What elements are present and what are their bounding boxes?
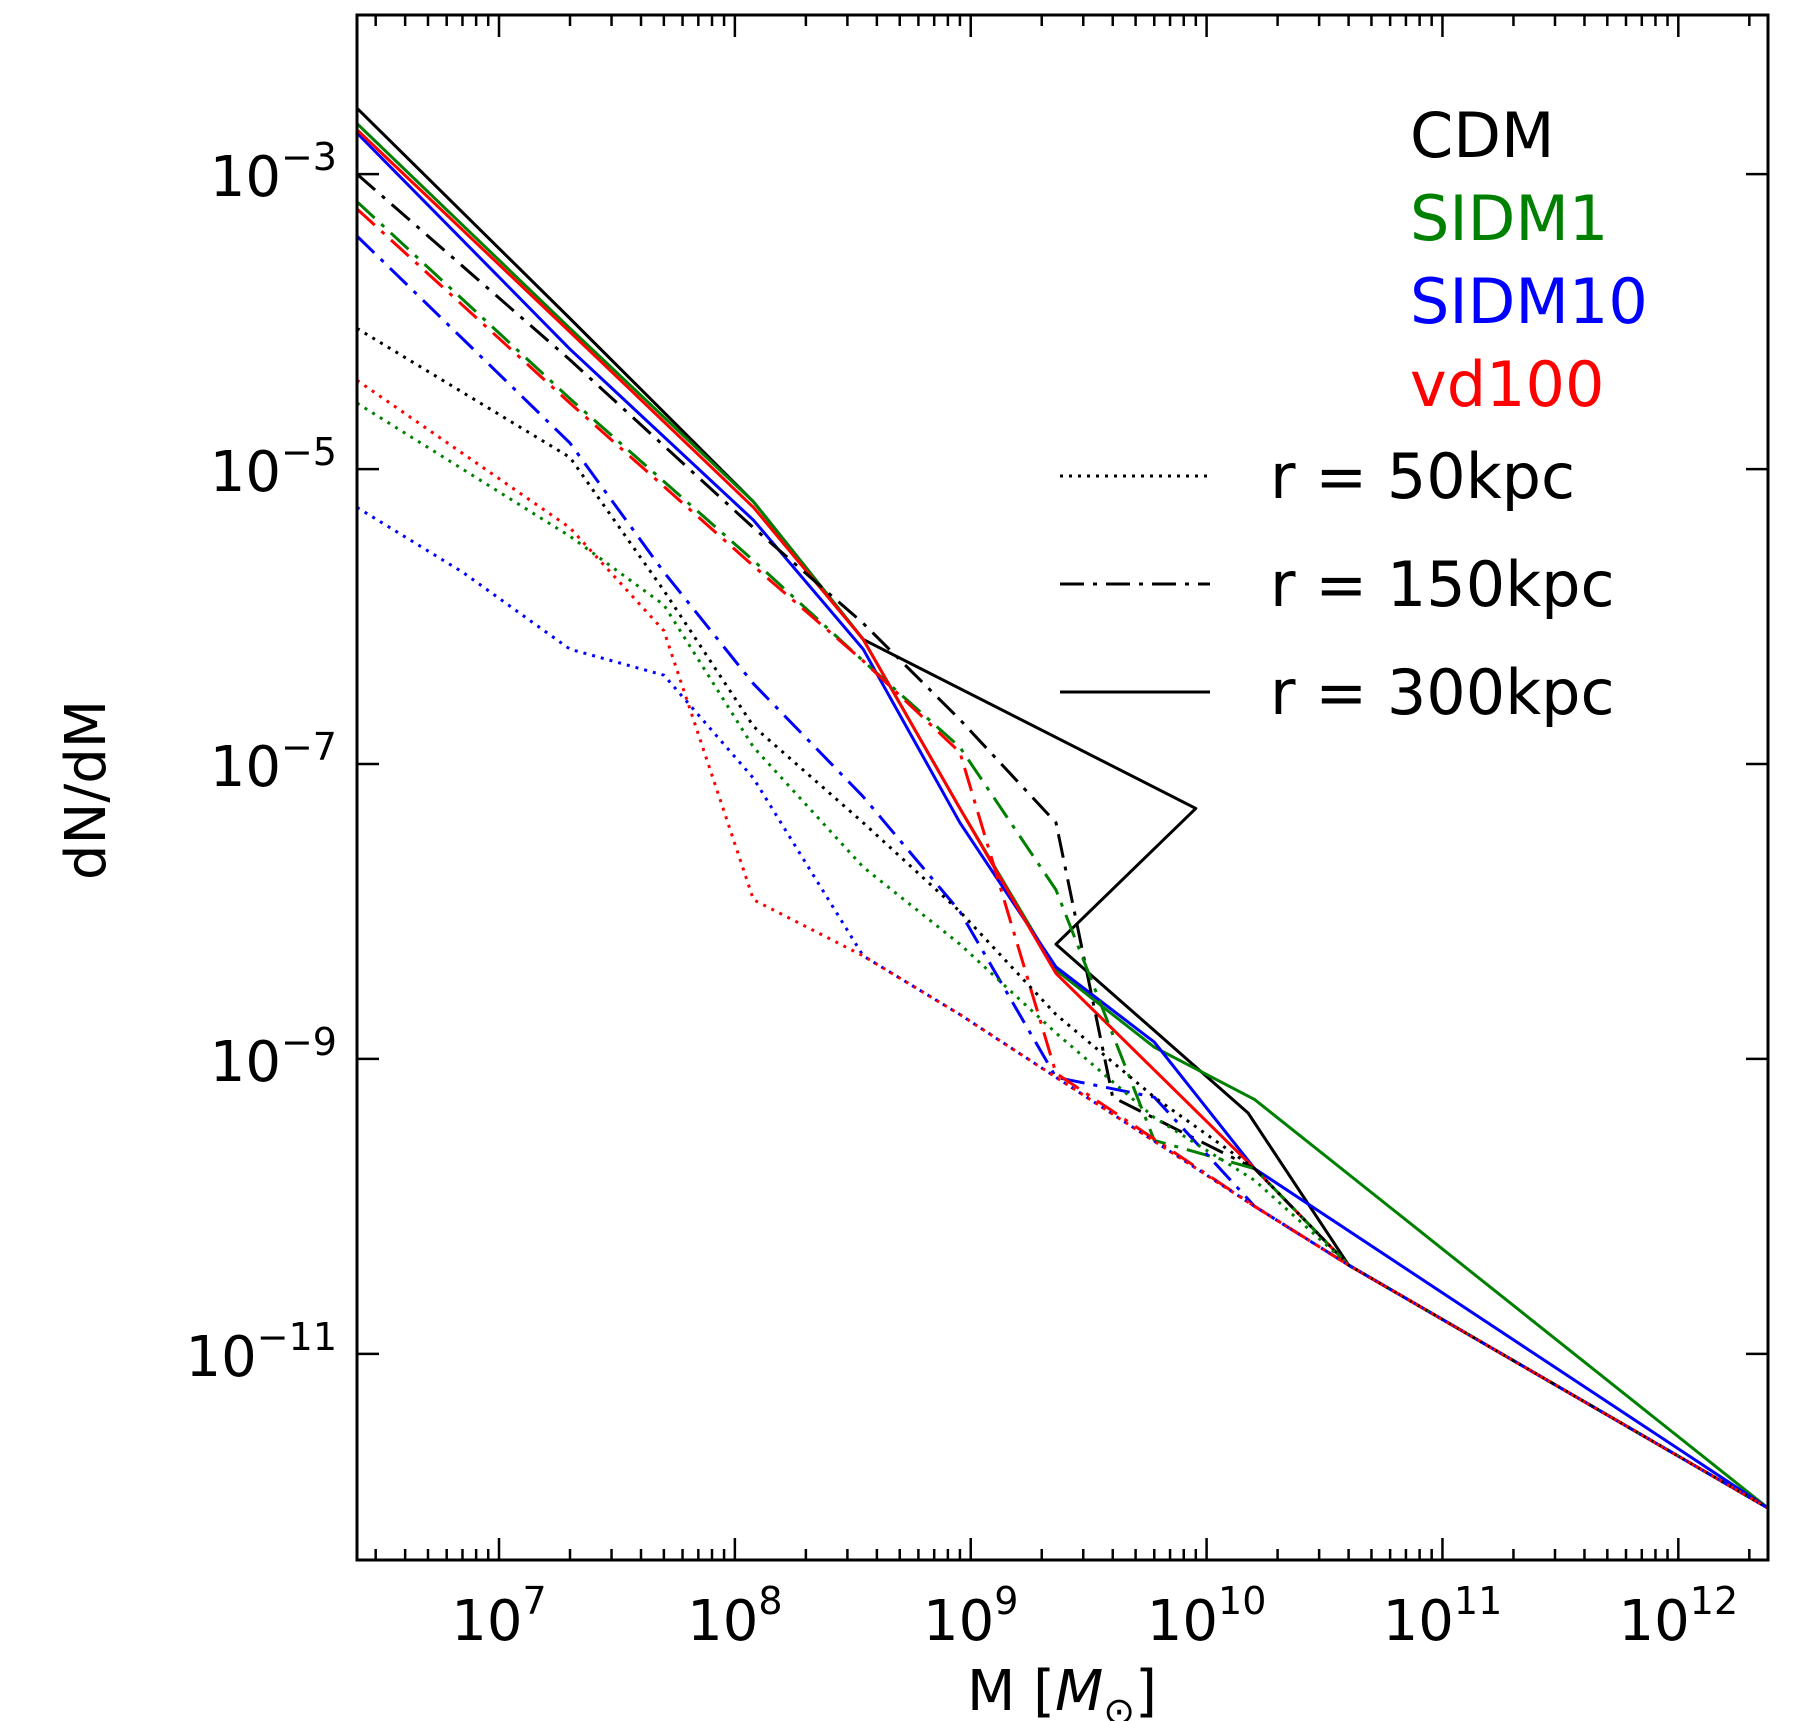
legend: CDM SIDM1 SIDM10 vd100 r = 50kpc r = 150kpc r … (1060, 99, 1648, 729)
x-tick-label: 108 (687, 1579, 782, 1654)
legend-radius-label: r = 150kpc (1270, 548, 1615, 621)
tick-label-layer: 107 108 109 1010 1011 1012 10−3 10−5 10−7 10−9 10−… (186, 135, 1739, 1654)
y-tick-label: 10−3 (210, 135, 337, 210)
x-tick-label: 109 (923, 1579, 1018, 1654)
x-tick-label: 1012 (1619, 1579, 1739, 1654)
series-line-vd100-50kpc (357, 379, 1768, 1510)
x-tick-label: 1011 (1383, 1579, 1503, 1654)
tick-layer (357, 15, 1768, 1560)
y-tick-label: 10−11 (186, 1315, 337, 1390)
legend-model-vd100: vd100 (1410, 348, 1604, 421)
x-tick-label: 107 (451, 1579, 546, 1654)
legend-model-sidm1: SIDM1 (1410, 182, 1608, 255)
plot-frame (355, 13, 1770, 1562)
legend-radius-label: r = 50kpc (1270, 440, 1575, 513)
y-tick-label: 10−5 (210, 430, 337, 505)
series-line-cdm-50kpc (357, 327, 1768, 1510)
series-line-sidm1-50kpc (357, 401, 1768, 1510)
series-line-cdm-150kpc (357, 172, 1768, 1510)
x-tick-label: 1010 (1147, 1579, 1267, 1654)
y-axis-label: dN/dM (54, 700, 119, 880)
y-tick-label: 10−9 (210, 1020, 337, 1095)
legend-radius-label: r = 300kpc (1270, 656, 1615, 729)
x-axis-label: M [M⊙] (967, 1659, 1157, 1721)
y-tick-label: 10−7 (210, 725, 337, 800)
series-line-cdm-300kpc (357, 107, 1768, 1510)
legend-model-sidm10: SIDM10 (1410, 265, 1648, 338)
series-line-sidm10-300kpc (357, 131, 1768, 1510)
legend-model-cdm: CDM (1410, 99, 1555, 172)
series-line-sidm10-150kpc (357, 235, 1768, 1510)
series-layer (357, 107, 1768, 1510)
